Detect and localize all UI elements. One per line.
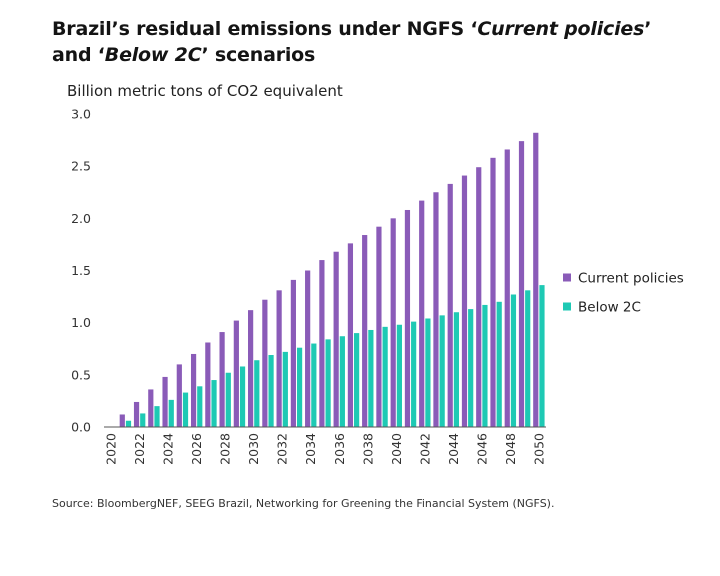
bar-below-2c (453, 312, 460, 427)
x-tick-label: 2034 (303, 433, 318, 465)
bar-current-policies (504, 149, 510, 427)
y-axis: 0.0 0.5 1.0 1.5 2.0 2.5 3.0 (71, 107, 91, 435)
bar-below-2c (468, 309, 474, 427)
bar-current-policies (419, 200, 425, 427)
bar-below-2c (354, 333, 360, 427)
x-tick-label: 2048 (503, 433, 518, 465)
source-note: Source: BloombergNEF, SEEG Brazil, Netwo… (52, 497, 555, 510)
bar-below-2c (211, 380, 217, 427)
bar-below-2c (268, 355, 274, 427)
bars (119, 132, 545, 428)
bar-current-policies (290, 279, 296, 427)
bar-below-2c (197, 386, 203, 427)
y-tick-label: 3.0 (71, 107, 91, 122)
legend-label-current-policies: Current policies (578, 271, 684, 287)
x-tick-label: 2044 (446, 433, 461, 465)
bar-below-2c (368, 329, 374, 427)
bar-current-policies (362, 235, 368, 427)
bar-below-2c (339, 336, 345, 427)
bar-below-2c (496, 301, 502, 427)
bar-current-policies (518, 141, 525, 428)
bar-current-policies (162, 376, 168, 427)
x-tick-label: 2038 (360, 433, 375, 465)
bar-below-2c (510, 294, 517, 427)
bar-current-policies (447, 183, 453, 427)
bar-current-policies (219, 332, 225, 427)
bar-below-2c (168, 399, 174, 427)
x-tick-label: 2046 (474, 433, 489, 465)
bar-current-policies (533, 132, 539, 427)
bar-below-2c (254, 360, 260, 427)
bar-below-2c (425, 318, 431, 427)
bar-current-policies (390, 218, 396, 427)
legend: Current policies Below 2C (563, 271, 684, 316)
bar-current-policies (319, 260, 325, 427)
bar-current-policies (490, 157, 496, 427)
bar-current-policies (133, 401, 140, 427)
bar-below-2c (282, 351, 288, 427)
bar-below-2c (125, 420, 132, 427)
y-tick-label: 0.5 (71, 367, 91, 382)
x-tick-label: 2040 (389, 433, 404, 465)
bar-current-policies (376, 226, 382, 427)
bar-below-2c (525, 290, 531, 427)
bar-below-2c (439, 315, 445, 427)
bar-current-policies (433, 192, 439, 427)
x-tick-label: 2020 (104, 433, 119, 465)
legend-swatch-current-policies (563, 273, 571, 282)
bar-below-2c (154, 406, 160, 427)
bar-below-2c (182, 392, 189, 427)
bar-below-2c (239, 366, 246, 427)
legend-swatch-below-2c (563, 302, 571, 311)
bar-current-policies (176, 364, 182, 427)
legend-label-below-2c: Below 2C (578, 300, 641, 316)
x-tick-label: 2032 (275, 433, 290, 465)
x-axis: 2020 2022 2024 2026 2028 2030 2032 2034 2036 2038… (104, 426, 546, 465)
x-tick-label: 2028 (218, 433, 233, 465)
bar-below-2c (382, 326, 388, 427)
bar-current-policies (276, 290, 282, 427)
x-tick-label: 2036 (332, 433, 347, 465)
y-tick-label: 1.0 (71, 315, 91, 330)
x-tick-label: 2030 (246, 433, 261, 465)
bar-below-2c (325, 339, 331, 427)
bar-below-2c (296, 347, 303, 427)
bar-current-policies (148, 389, 154, 427)
y-axis-unit-label: Billion metric tons of CO2 equivalent (67, 82, 343, 100)
bar-current-policies (333, 251, 339, 427)
bar-below-2c (225, 372, 231, 427)
bar-below-2c (140, 413, 146, 427)
bar-current-policies (119, 414, 125, 427)
bar-current-policies (404, 209, 411, 427)
bar-below-2c (311, 343, 317, 427)
bar-current-policies (248, 310, 254, 427)
bar-current-policies (190, 353, 197, 427)
x-tick-label: 2024 (161, 433, 176, 465)
bar-current-policies (476, 167, 482, 427)
y-tick-label: 2.5 (71, 159, 91, 174)
bar-current-policies (262, 299, 268, 427)
x-tick-label: 2042 (417, 433, 432, 465)
x-tick-label: 2050 (531, 433, 546, 465)
y-tick-label: 2.0 (71, 211, 91, 226)
x-tick-label: 2026 (189, 433, 204, 465)
bar-current-policies (347, 243, 354, 427)
bar-below-2c (396, 324, 402, 427)
bar-current-policies (205, 342, 211, 427)
bar-current-policies (305, 270, 311, 427)
bar-below-2c (482, 304, 488, 427)
bar-current-policies (233, 320, 239, 427)
bar-below-2c (539, 285, 545, 427)
x-tick-label: 2022 (132, 433, 147, 465)
y-tick-label: 1.5 (71, 263, 91, 278)
bar-current-policies (461, 175, 468, 427)
chart-title: Brazil’s residual emissions under NGFS ‘… (52, 18, 652, 66)
bar-below-2c (411, 321, 417, 427)
y-tick-label: 0.0 (71, 420, 91, 435)
